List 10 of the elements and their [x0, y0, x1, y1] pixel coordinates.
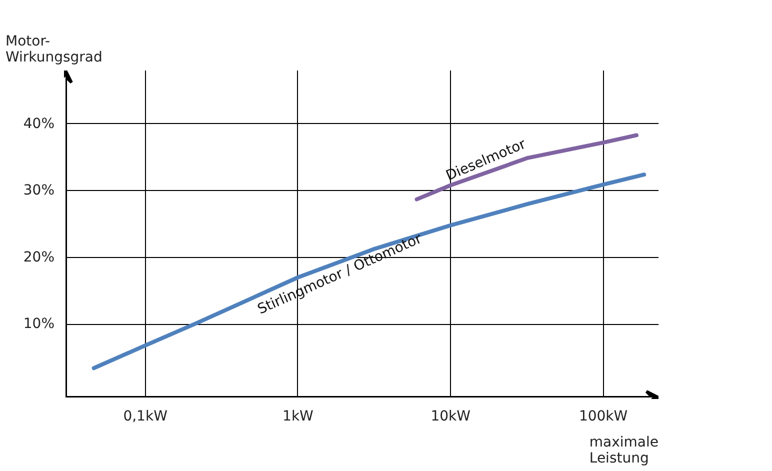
x-tick-label: 1kW: [282, 408, 314, 424]
x-tick-label: 0,1kW: [123, 408, 168, 424]
y-tick-label: 20%: [23, 249, 55, 266]
y-tick-label: 30%: [23, 182, 55, 199]
x-axis-title: maximale Leistung: [589, 434, 659, 466]
x-tick-label: 10kW: [430, 408, 471, 424]
y-tick-label: 10%: [23, 316, 55, 332]
y-axis-title: Motor- Wirkungsgrad: [6, 34, 102, 66]
x-tick-label: 100kW: [578, 408, 628, 424]
y-tick-label: 40%: [23, 116, 55, 132]
